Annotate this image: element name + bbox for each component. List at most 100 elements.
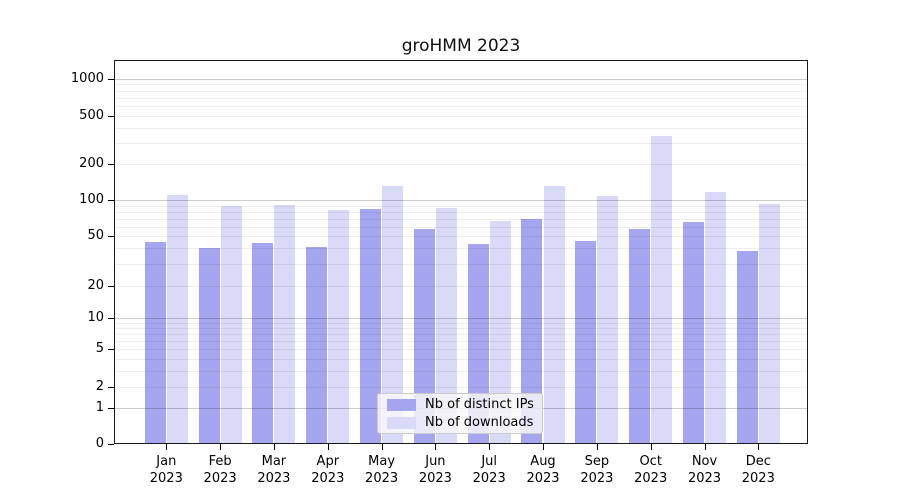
- y-axis-tick: [108, 236, 114, 237]
- x-tick-label: Jun 2023: [418, 454, 452, 486]
- x-axis-tick: [381, 444, 383, 450]
- y-axis-tick: [108, 200, 114, 201]
- bar-distinct-ips-oct: [629, 229, 651, 444]
- y-axis-tick: [108, 444, 114, 445]
- y-tick-label: 1000: [70, 70, 104, 86]
- x-axis-tick: [166, 444, 168, 450]
- bar-downloads-dec: [758, 204, 780, 444]
- y-axis-tick: [108, 286, 114, 287]
- bar-distinct-ips-feb: [198, 248, 220, 444]
- x-axis-tick: [650, 444, 652, 450]
- x-axis-tick: [435, 444, 437, 450]
- y-tick-label: 100: [79, 192, 104, 207]
- y-axis-tick: [108, 318, 114, 320]
- bar-downloads-may: [382, 186, 404, 444]
- bar-downloads-jul: [489, 220, 511, 444]
- x-axis-tick: [596, 444, 598, 450]
- gridline-minor: [114, 358, 808, 360]
- legend-swatch-distinct-ips: [387, 398, 416, 411]
- bar-downloads-oct: [651, 136, 673, 444]
- legend-item-distinct-ips: Nb of distinct IPs: [378, 397, 542, 412]
- x-tick-label: Apr 2023: [311, 454, 345, 486]
- gridline-minor: [114, 142, 808, 144]
- x-axis-tick: [327, 444, 329, 450]
- x-axis-tick: [489, 444, 491, 450]
- gridline-minor: [114, 236, 808, 237]
- bar-distinct-ips-jan: [144, 241, 166, 444]
- y-tick-label: 500: [79, 107, 104, 123]
- y-axis-tick: [108, 115, 114, 117]
- x-tick-label: Sep 2023: [580, 454, 614, 486]
- legend-swatch-downloads: [387, 416, 416, 429]
- bar-distinct-ips-apr: [306, 246, 328, 444]
- gridline-minor: [114, 90, 808, 92]
- gridline-minor: [114, 328, 808, 330]
- gridline-minor: [114, 286, 808, 287]
- y-tick-label: 200: [79, 156, 104, 171]
- y-axis-tick: [108, 387, 114, 389]
- x-tick-label: May 2023: [365, 454, 399, 486]
- legend-item-downloads: Nb of downloads: [378, 415, 542, 430]
- x-tick-label: Jan 2023: [149, 454, 183, 486]
- gridline-minor: [114, 349, 808, 351]
- gridline-minor: [114, 263, 808, 265]
- y-axis-tick: [108, 164, 114, 165]
- gridline-minor: [114, 97, 808, 99]
- y-axis-tick: [108, 408, 114, 410]
- gridline-major: [114, 78, 808, 80]
- bar-downloads-sep: [597, 196, 619, 444]
- gridline-minor: [114, 105, 808, 107]
- x-tick-label: Mar 2023: [257, 454, 291, 486]
- x-tick-label: Dec 2023: [741, 454, 775, 486]
- plot-area: [114, 60, 808, 444]
- y-tick-label: 10: [87, 310, 104, 326]
- gridline-minor: [114, 323, 808, 324]
- bar-distinct-ips-nov: [682, 221, 704, 444]
- y-tick-label: 0: [95, 436, 104, 451]
- bar-downloads-aug: [543, 186, 565, 444]
- x-axis-tick: [758, 444, 760, 450]
- gridline-minor: [114, 387, 808, 389]
- gridline-minor: [114, 164, 808, 165]
- bar-downloads-mar: [274, 204, 296, 444]
- y-tick-label: 50: [87, 228, 104, 243]
- x-axis-tick: [220, 444, 222, 450]
- gridline-minor: [114, 127, 808, 129]
- y-axis-tick: [108, 78, 114, 80]
- bar-downloads-apr: [328, 209, 350, 444]
- x-tick-label: Oct 2023: [634, 454, 668, 486]
- x-tick-label: Aug 2023: [526, 454, 560, 486]
- x-tick-label: Jul 2023: [472, 454, 506, 486]
- bar-distinct-ips-mar: [252, 243, 274, 444]
- gridline-minor: [114, 226, 808, 228]
- bar-distinct-ips-dec: [736, 251, 758, 444]
- chart-title: groHMM 2023: [401, 36, 521, 56]
- y-tick-label: 5: [95, 341, 104, 357]
- x-tick-label: Feb 2023: [203, 454, 237, 486]
- gridline-minor: [114, 218, 808, 220]
- gridline-minor: [114, 248, 808, 250]
- y-tick-label: 1: [95, 400, 104, 416]
- y-axis-tick: [108, 349, 114, 351]
- bar-downloads-jan: [166, 195, 188, 444]
- bar-downloads-jun: [435, 208, 457, 444]
- gridline-minor: [114, 334, 808, 336]
- x-axis-tick: [704, 444, 706, 450]
- gridline-minor: [114, 115, 808, 117]
- bar-downloads-nov: [705, 191, 727, 444]
- bar-distinct-ips-may: [360, 209, 382, 444]
- x-axis-tick: [273, 444, 275, 450]
- bar-downloads-feb: [220, 206, 242, 444]
- y-tick-label: 2: [95, 379, 104, 395]
- gridline-major: [114, 200, 808, 201]
- y-tick-label: 20: [87, 278, 104, 293]
- legend-label-downloads: Nb of downloads: [425, 415, 534, 430]
- gridline-minor: [114, 211, 808, 213]
- gridline-minor: [114, 370, 808, 372]
- gridline-minor: [114, 205, 808, 207]
- gridline-major: [114, 318, 808, 320]
- bar-distinct-ips-aug: [521, 219, 543, 444]
- x-axis-tick: [543, 444, 544, 450]
- bar-distinct-ips-sep: [575, 240, 597, 444]
